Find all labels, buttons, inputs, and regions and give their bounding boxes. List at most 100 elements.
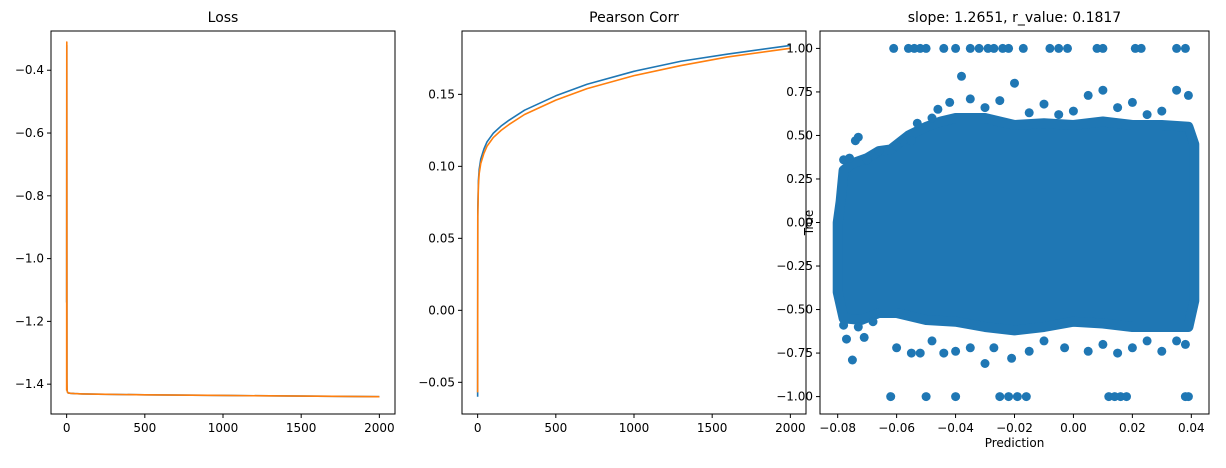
series-line-1 xyxy=(476,47,791,393)
scatter-point xyxy=(1136,43,1146,53)
x-tick-label: 0.02 xyxy=(1119,421,1146,435)
scatter-point xyxy=(1183,90,1193,100)
scatter-point xyxy=(1024,108,1034,118)
scatter-point xyxy=(965,343,975,353)
x-axis-label: Prediction xyxy=(985,436,1045,450)
scatter-point xyxy=(1039,99,1049,109)
scatter-point xyxy=(1018,43,1028,53)
y-tick-label: 0.15 xyxy=(428,87,455,101)
x-tick-label: 1500 xyxy=(286,421,317,435)
scatter-point xyxy=(1021,392,1031,402)
scatter-point xyxy=(965,43,975,53)
x-tick-label: 0.00 xyxy=(1060,421,1087,435)
scatter-point xyxy=(1024,346,1034,356)
chart-title: slope: 1.2651, r_value: 0.1817 xyxy=(908,10,1121,26)
y-tick-label: 0.00 xyxy=(428,303,455,317)
x-tick-label: −0.06 xyxy=(878,421,915,435)
plot-area xyxy=(65,41,380,398)
x-tick-label: 1500 xyxy=(697,421,728,435)
scatter-point xyxy=(1083,90,1093,100)
scatter-point xyxy=(1122,392,1131,402)
y-tick-label: −0.8 xyxy=(15,189,44,203)
series-line-0 xyxy=(65,44,380,398)
y-tick-label: 0.50 xyxy=(786,128,813,142)
scatter-point xyxy=(995,392,1005,402)
scatter-point xyxy=(892,141,902,151)
scatter-point xyxy=(1157,106,1167,116)
scatter-point xyxy=(889,43,899,53)
scatter-point xyxy=(1127,343,1137,353)
scatter-point xyxy=(1127,97,1137,107)
scatter-point xyxy=(945,97,955,107)
scatter-point xyxy=(1180,339,1190,349)
scatter-point xyxy=(980,103,990,113)
scatter-cloud xyxy=(832,113,1200,336)
scatter-point xyxy=(1142,110,1152,120)
scatter-point xyxy=(862,155,872,165)
scatter-point xyxy=(1010,78,1019,88)
scatter-point xyxy=(989,43,999,53)
scatter-point xyxy=(906,348,916,358)
scatter-point xyxy=(995,96,1005,106)
y-tick-label: −0.05 xyxy=(418,375,455,389)
x-tick-label: 0 xyxy=(474,421,482,435)
y-tick-label: −1.00 xyxy=(776,390,813,404)
scatter-point xyxy=(1045,43,1055,53)
scatter-point xyxy=(1007,353,1017,363)
y-tick-label: −1.4 xyxy=(15,377,44,391)
scatter-point xyxy=(1113,103,1123,113)
y-tick-label: −1.0 xyxy=(15,252,44,266)
chart-title: Pearson Corr xyxy=(589,10,679,26)
scatter-point xyxy=(921,43,931,53)
scatter-point xyxy=(1068,106,1078,116)
scatter-point xyxy=(1060,343,1070,353)
y-tick-label: 0.75 xyxy=(786,85,813,99)
scatter-point xyxy=(1039,336,1049,346)
scatter-point xyxy=(927,336,937,346)
y-tick-label: −0.75 xyxy=(776,346,813,360)
y-axis-label: True xyxy=(802,210,816,237)
scatter-point xyxy=(1172,85,1182,95)
scatter-point xyxy=(1172,336,1182,346)
scatter-point xyxy=(1172,43,1182,53)
x-tick-label: 2000 xyxy=(364,421,395,435)
scatter-point xyxy=(839,320,849,330)
scatter-point xyxy=(859,332,869,342)
scatter-point xyxy=(921,392,931,402)
scatter-point xyxy=(842,334,851,344)
y-tick-label: 0.10 xyxy=(428,159,455,173)
scatter-point xyxy=(1054,110,1064,120)
scatter-point xyxy=(853,132,863,142)
y-tick-label: 0.05 xyxy=(428,231,455,245)
x-tick-label: −0.04 xyxy=(937,421,974,435)
y-tick-label: −1.2 xyxy=(15,314,44,328)
scatter-point xyxy=(1183,392,1193,402)
scatter-point xyxy=(1054,43,1064,53)
plot-area xyxy=(832,43,1200,402)
scatter-point xyxy=(915,348,925,358)
y-tick-label: 1.00 xyxy=(786,41,813,55)
loss-chart: 0 500 1000 1500 2000 −1.4 −1.2 −1.0 −0.8 −0.6 −0.4… xyxy=(15,10,396,435)
y-tick-label: −0.50 xyxy=(776,303,813,317)
x-tick-label: 1000 xyxy=(208,421,239,435)
series-line-1 xyxy=(65,41,380,398)
scatter-point xyxy=(939,348,949,358)
scatter-point xyxy=(957,71,966,81)
axes-frame xyxy=(50,30,396,415)
scatter-point xyxy=(939,43,949,53)
x-tick-label: 500 xyxy=(544,421,567,435)
scatter-point xyxy=(1098,85,1108,95)
series-line-0 xyxy=(476,44,791,397)
plot-area xyxy=(476,44,791,397)
scatter-point xyxy=(886,392,896,402)
y-tick-label: −0.6 xyxy=(15,126,44,140)
scatter-point xyxy=(1157,346,1167,356)
y-tick-label: 0.00 xyxy=(786,216,813,230)
scatter-point xyxy=(906,136,916,146)
scatter-point xyxy=(933,104,943,114)
x-tick-label: 500 xyxy=(133,421,156,435)
scatter-point xyxy=(1113,348,1123,358)
scatter-point xyxy=(1098,43,1108,53)
scatter-point xyxy=(1004,43,1014,53)
